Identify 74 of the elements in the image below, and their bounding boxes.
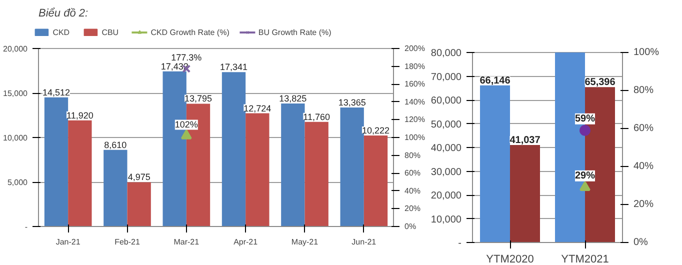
y2-tick-label: 20% <box>404 204 421 214</box>
data-label: 8,610 <box>104 140 127 150</box>
data-label: 10,222 <box>362 126 390 136</box>
x-tick-label: Feb-21 <box>114 238 140 246</box>
y-tick-label: - <box>24 222 28 232</box>
y2-tick-label: 120% <box>404 115 425 124</box>
data-label: 4,975 <box>128 172 150 182</box>
chart-title: Biểu đồ 2: <box>38 8 88 20</box>
y-tick-label: 60,000 <box>430 96 462 106</box>
y-tick-label: 15,000 <box>3 89 28 98</box>
data-label: 41,037 <box>510 135 541 146</box>
bar <box>246 113 270 226</box>
y2-tick-label: 40% <box>634 161 654 172</box>
y-tick-label: 20,000 <box>430 190 462 202</box>
y2-tick-label: 160% <box>404 80 425 89</box>
data-label: 13,365 <box>338 98 366 108</box>
bar <box>44 97 68 226</box>
y-tick-label: - <box>458 238 462 249</box>
data-label: 17,341 <box>220 62 248 72</box>
data-label: 13,795 <box>184 94 212 104</box>
y2-tick-label: 0% <box>634 237 648 248</box>
y2-tick-label: 0% <box>404 222 416 231</box>
y-tick-label: 5,000 <box>7 178 28 187</box>
bar <box>222 72 246 226</box>
bar <box>127 182 151 226</box>
data-label: 177.3% <box>171 52 202 63</box>
x-tick-label: Apr-21 <box>234 238 258 246</box>
x-tick-label: May-21 <box>291 238 319 246</box>
y2-tick-label: 40% <box>404 186 421 196</box>
data-label: 12,724 <box>244 103 272 114</box>
y-tick-label: 40,000 <box>430 143 462 154</box>
data-label: 14,512 <box>42 87 70 98</box>
data-label: 11,920 <box>66 110 94 120</box>
x-tick-label: Jan-21 <box>56 238 81 246</box>
bar <box>480 85 510 242</box>
data-label: 65,396 <box>584 77 616 88</box>
x-tick-label: Mar-21 <box>174 238 200 246</box>
y2-tick-label: 80% <box>634 85 654 96</box>
y2-tick-label: 100% <box>634 47 660 58</box>
y-tick-label: 10,000 <box>3 134 28 142</box>
bar <box>304 122 328 226</box>
y2-tick-label: 140% <box>404 97 425 106</box>
x-tick-label: YTM2021 <box>561 254 609 265</box>
y2-tick-label: 60% <box>404 168 421 178</box>
bar <box>68 120 92 226</box>
y-tick-label: 70,000 <box>430 72 462 83</box>
bar <box>281 103 305 226</box>
data-label: 66,146 <box>480 75 511 86</box>
y2-tick-label: 180% <box>404 62 425 71</box>
bar <box>510 145 540 242</box>
y2-tick-label: 100% <box>404 133 425 142</box>
legend-label: CKD Growth Rate (%) <box>150 27 230 37</box>
y2-tick-label: 80% <box>404 150 421 160</box>
bar <box>364 136 388 226</box>
data-label: 11,760 <box>303 112 330 122</box>
x-tick-label: Jun-21 <box>352 238 377 246</box>
legend-label: BU Growth Rate (%) <box>258 27 332 37</box>
bar <box>104 150 128 226</box>
y2-tick-label: 20% <box>634 199 654 210</box>
data-label: 59% <box>574 113 596 124</box>
y2-tick-label: 200% <box>404 44 425 53</box>
y-tick-label: 20,000 <box>3 44 28 54</box>
y-tick-label: 50,000 <box>430 119 462 130</box>
legend-label: CBU <box>102 27 120 37</box>
x-tick-label: YTM2020 <box>486 254 534 265</box>
data-label: 102% <box>174 120 198 130</box>
data-label: 29% <box>574 170 596 182</box>
y-tick-label: 10,000 <box>430 214 462 226</box>
data-label: 13,825 <box>279 93 307 104</box>
y-tick-label: 80,000 <box>430 48 462 59</box>
bar <box>340 108 364 226</box>
y-tick-label: 30,000 <box>430 166 462 178</box>
legend-label: CKD <box>52 27 71 37</box>
y2-tick-label: 60% <box>634 123 654 134</box>
